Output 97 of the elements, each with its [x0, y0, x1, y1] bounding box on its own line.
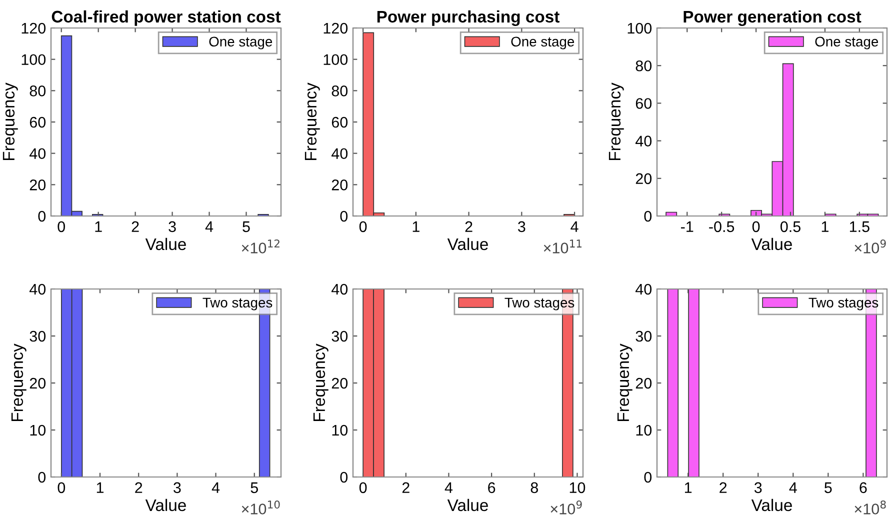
x-tick-label: 6	[860, 482, 867, 494]
x-tick-label: -1	[681, 221, 694, 232]
y-tick-label: 20	[30, 378, 46, 389]
x-tick-label: 3	[174, 482, 181, 494]
x-axis-title: Value	[447, 238, 488, 250]
y-tick-label: 60	[332, 116, 348, 128]
y-tick-label: 40	[636, 136, 652, 146]
y-tick-label: 0	[38, 210, 46, 222]
x-tick-label: 0	[58, 221, 66, 232]
text: ×10$^{8}$	[854, 500, 886, 514]
y-axis-title: Frequency	[313, 344, 328, 421]
y-tick-label: 0	[644, 210, 652, 222]
x-tick-label: 1	[822, 221, 828, 232]
y-tick-label: 40	[332, 148, 348, 160]
x-tick-label: 2	[132, 221, 139, 232]
text: ×10$^{10}$	[242, 500, 280, 514]
x-tick-label: 0	[58, 482, 66, 494]
x-tick-label: 0	[359, 482, 367, 494]
y-tick-label: 100	[22, 54, 46, 66]
x-tick-label: 4	[212, 482, 220, 493]
x-tick-label: 4	[570, 221, 578, 232]
x-tick-label: 2	[402, 482, 410, 493]
y-tick-label: 10	[332, 424, 348, 436]
x-tick-label: 4	[444, 482, 453, 493]
y-tick-label: 20	[636, 173, 652, 184]
y-tick-label: 0	[340, 472, 348, 483]
y-tick-label: 80	[30, 86, 46, 96]
chart-title: Power purchasing cost	[377, 10, 560, 26]
y-tick-label: 0	[38, 472, 46, 483]
legend-label: One stage	[209, 36, 272, 50]
y-tick-label: 60	[30, 116, 46, 128]
x-tick-label: 1	[684, 482, 692, 493]
legend-label: One stage	[511, 36, 574, 50]
y-tick-label: 20	[332, 180, 348, 190]
text: ×10$^{11}$	[544, 240, 582, 254]
y-axis-title: Frequency	[617, 344, 632, 421]
x-axis-title: Value	[145, 498, 186, 512]
y-tick-label: 60	[636, 98, 652, 109]
x-axis-title: Value	[751, 498, 792, 512]
text: ×10$^{9}$	[854, 239, 886, 254]
y-tick-label: 0	[340, 210, 348, 222]
x-tick-label: 3	[168, 221, 176, 232]
y-tick-label: 30	[30, 330, 46, 342]
y-tick-label: 10	[30, 424, 46, 436]
x-tick-label: 1.5	[850, 221, 870, 232]
x-tick-label: 6	[488, 482, 496, 494]
y-axis-title: Frequency	[2, 82, 18, 160]
y-tick-label: 20	[636, 378, 652, 389]
y-tick-label: 20	[30, 180, 46, 190]
x-axis-title: Value	[751, 238, 792, 250]
text: ×10$^{9}$	[550, 500, 582, 514]
x-tick-label: 8	[530, 482, 538, 494]
x-tick-label: -0.5	[709, 221, 734, 232]
text: ×10$^{12}$	[242, 239, 280, 254]
x-tick-label: 5	[250, 482, 258, 494]
y-axis-title: Frequency	[11, 344, 26, 421]
x-tick-label: 2	[720, 482, 727, 493]
y-tick-label: 100	[324, 54, 348, 66]
y-tick-label: 40	[332, 284, 348, 295]
legend-label: One stage	[815, 36, 878, 50]
y-tick-label: 120	[324, 22, 348, 34]
y-tick-label: 80	[332, 86, 348, 96]
x-tick-label: 0.5	[780, 221, 800, 232]
y-tick-label: 40	[30, 284, 46, 295]
y-tick-label: 0	[644, 472, 652, 483]
y-axis-title: Frequency	[304, 82, 320, 160]
x-tick-label: 2	[135, 482, 142, 493]
x-tick-label: 0	[359, 221, 367, 232]
y-tick-label: 120	[22, 22, 46, 34]
x-tick-label: 0	[752, 221, 760, 232]
x-tick-label: 4	[205, 221, 214, 232]
x-tick-label: 1	[412, 221, 420, 232]
y-tick-label: 10	[636, 424, 652, 436]
x-axis-title: Value	[447, 498, 488, 512]
y-axis-title: Frequency	[608, 82, 624, 160]
y-tick-label: 30	[332, 330, 348, 342]
chart-title: Coal-fired power station cost	[52, 10, 281, 26]
x-axis-title: Value	[145, 238, 186, 250]
y-tick-label: 30	[636, 330, 652, 342]
legend-label: Two stages	[202, 298, 272, 310]
y-tick-label: 40	[30, 148, 46, 160]
y-tick-label: 20	[332, 378, 348, 389]
x-tick-label: 3	[518, 221, 526, 232]
x-tick-label: 5	[242, 221, 250, 232]
x-tick-label: 1	[95, 221, 102, 232]
y-tick-label: 80	[636, 60, 652, 72]
x-tick-label: 1	[96, 482, 104, 493]
legend-label: Two stages	[504, 298, 574, 310]
y-tick-label: 100	[628, 22, 652, 34]
x-tick-label: 3	[754, 482, 762, 494]
x-tick-label: 10	[570, 482, 586, 494]
chart-title: Power generation cost	[684, 10, 862, 26]
x-tick-label: 5	[824, 482, 832, 494]
x-tick-label: 2	[465, 221, 472, 232]
legend-label: Two stages	[808, 298, 878, 310]
y-tick-label: 40	[636, 284, 652, 295]
x-tick-label: 4	[789, 482, 797, 493]
